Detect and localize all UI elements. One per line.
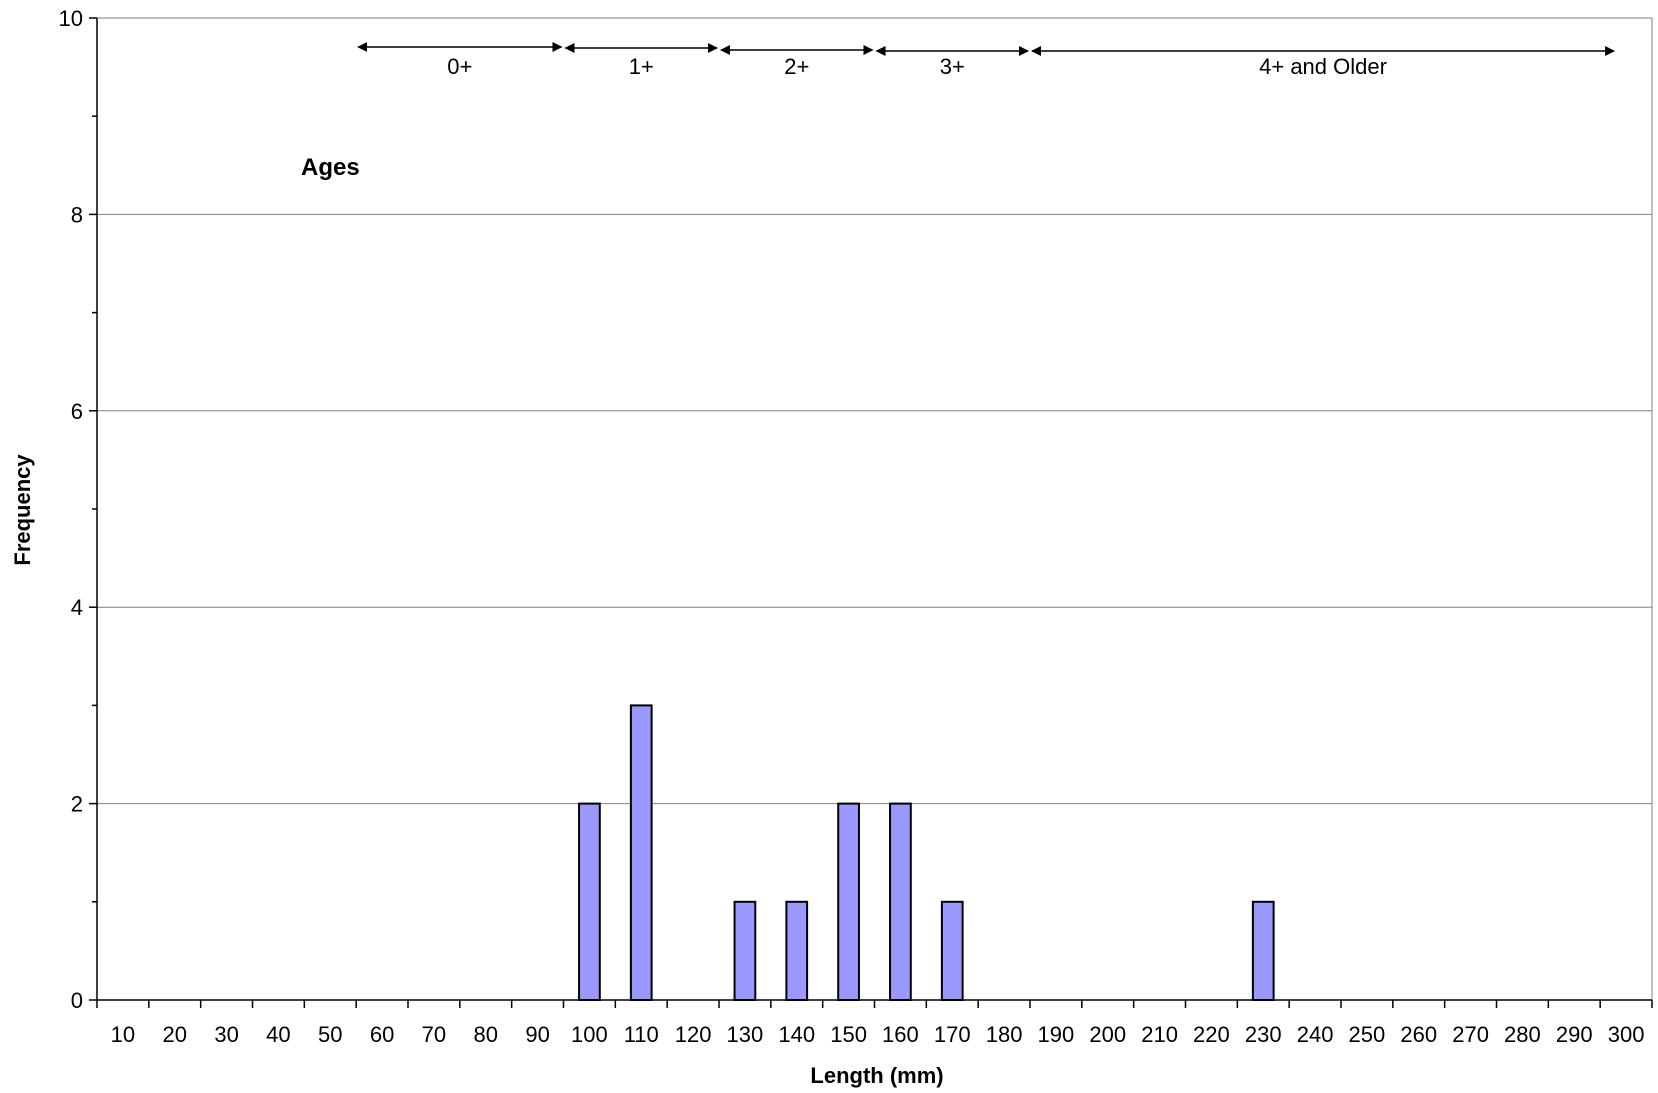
- ages-title: Ages: [301, 154, 360, 181]
- x-tick-label: 160: [882, 1022, 919, 1047]
- x-tick-label: 20: [163, 1022, 187, 1047]
- x-tick-label: 80: [474, 1022, 498, 1047]
- x-tick-label: 190: [1038, 1022, 1075, 1047]
- x-tick-label: 300: [1608, 1022, 1645, 1047]
- bars: [578, 704, 1275, 1002]
- bar: [940, 900, 964, 1001]
- age-class-label: 4+ and Older: [1259, 54, 1387, 79]
- x-tick-label: 90: [525, 1022, 549, 1047]
- bar: [1251, 900, 1275, 1001]
- x-tick-label: 180: [986, 1022, 1023, 1047]
- y-tick-label: 2: [71, 792, 83, 817]
- x-tick-label: 240: [1297, 1022, 1334, 1047]
- x-tick-label: 100: [571, 1022, 608, 1047]
- y-axis-title: Frequency: [10, 454, 35, 566]
- x-tick-label: 120: [675, 1022, 712, 1047]
- x-axis-title: Length (mm): [810, 1063, 943, 1088]
- y-tick-label: 8: [71, 202, 83, 227]
- x-tick-label: 270: [1452, 1022, 1489, 1047]
- bar: [837, 802, 860, 1001]
- x-tick-label: 50: [318, 1022, 342, 1047]
- y-tick-label: 10: [59, 6, 83, 31]
- x-tick-label: 250: [1349, 1022, 1386, 1047]
- age-annotations: Ages 0+ 1+ 2+ 3+ 4+ and Older: [301, 42, 1616, 181]
- x-tick-label: 40: [266, 1022, 290, 1047]
- axes: 0 2 4 6 8 10 10 20 30 40 50 60 70 80 90 100 110 120 130 140…: [59, 6, 1653, 1047]
- bar: [889, 802, 912, 1001]
- y-tick-label: 6: [71, 399, 83, 424]
- x-tick-label: 170: [934, 1022, 971, 1047]
- x-tick-label: 280: [1504, 1022, 1541, 1047]
- x-tick-label: 220: [1193, 1022, 1230, 1047]
- x-tick-label: 60: [370, 1022, 394, 1047]
- bar: [629, 704, 653, 1002]
- x-tick-label: 30: [214, 1022, 238, 1047]
- age-class-label: 3+: [940, 54, 965, 79]
- x-tick-label: 140: [778, 1022, 815, 1047]
- x-tick-label: 10: [111, 1022, 135, 1047]
- age-class-label: 1+: [629, 54, 654, 79]
- bar: [733, 900, 757, 1001]
- x-tick-label: 150: [830, 1022, 867, 1047]
- x-tick-label: 110: [624, 1022, 659, 1047]
- bar: [578, 802, 601, 1001]
- age-class-label: 2+: [784, 54, 809, 79]
- x-tick-label: 230: [1245, 1022, 1282, 1047]
- x-tick-label: 260: [1400, 1022, 1437, 1047]
- x-tick-label: 290: [1556, 1022, 1593, 1047]
- x-tick-label: 200: [1089, 1022, 1126, 1047]
- x-tick-label: 130: [727, 1022, 764, 1047]
- y-tick-label: 4: [71, 595, 83, 620]
- x-tick-label: 210: [1141, 1022, 1178, 1047]
- age-class-label: 0+: [447, 54, 472, 79]
- y-tick-label: 0: [71, 988, 83, 1013]
- x-tick-label: 70: [422, 1022, 446, 1047]
- bar: [785, 900, 809, 1001]
- grid-lines: [97, 17, 1653, 1000]
